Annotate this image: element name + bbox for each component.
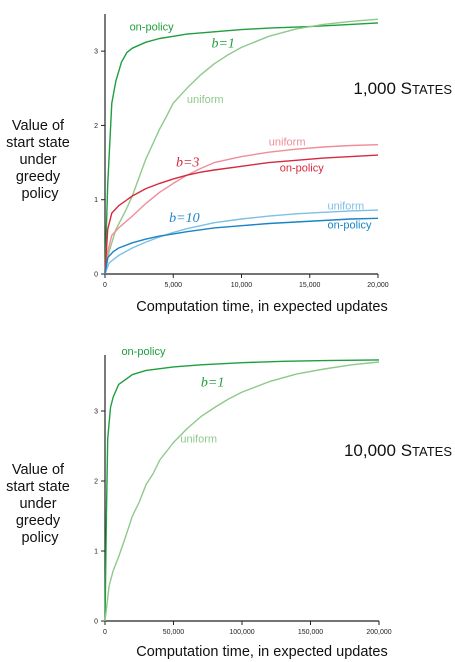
panel-label-1000-states: 1,000 STATES <box>353 79 452 98</box>
y-axis-label: Value of start state under greedy policy <box>6 462 74 546</box>
x-tick-label: 5,000 <box>164 282 182 289</box>
series-group <box>104 359 380 622</box>
x-tick-label: 0 <box>103 629 107 636</box>
panel-label-10000-states: 10,000 STATES <box>344 441 452 460</box>
branching-label: b=3 <box>176 155 199 170</box>
series-label-on-policy-b3: on-policy <box>280 162 325 174</box>
ticks-group: 0 5,000 10,000 15,000 20,000 0 1 2 3 <box>94 49 389 289</box>
x-tick-label: 0 <box>103 282 107 289</box>
y-tick-label: 3 <box>94 49 98 56</box>
x-tick-label: 15,000 <box>299 282 321 289</box>
series-line-uniform-b1 <box>104 18 379 275</box>
x-tick-label: 150,000 <box>298 629 323 636</box>
ticks-group: 0 50,000 100,000 150,000 200,000 0 1 2 3 <box>94 409 392 637</box>
branching-label: b=10 <box>169 211 199 226</box>
series-line-on-policy-b3 <box>104 154 379 275</box>
series-label-uniform-b1: uniform <box>180 434 217 446</box>
y-axis-label: Value of start state under greedy policy <box>6 118 74 202</box>
series-labels-group: on-policy uniform b=1 <box>121 346 224 446</box>
x-axis-label: Computation time, in expected updates <box>136 299 387 315</box>
branching-label: b=1 <box>201 376 224 391</box>
series-line-uniform-b10 <box>104 209 379 275</box>
series-line-on-policy-b1 <box>104 22 379 275</box>
series-labels-group: on-policy uniform uniform on-policy uniform o… <box>130 21 372 231</box>
series-label-on-policy-b1: on-policy <box>121 346 166 358</box>
series-line-on-policy-b1 <box>104 359 380 622</box>
series-group <box>104 18 379 275</box>
x-tick-label: 200,000 <box>366 629 391 636</box>
chart-panel-10000-states: 0 50,000 100,000 150,000 200,000 0 1 2 3 on-poli… <box>6 346 452 660</box>
series-label-uniform-b10: uniform <box>327 200 364 212</box>
series-label-on-policy-b10: on-policy <box>327 220 372 232</box>
y-tick-label: 3 <box>94 409 98 416</box>
y-tick-label: 1 <box>94 549 98 556</box>
series-line-on-policy-b10 <box>104 217 379 275</box>
y-tick-label: 1 <box>94 197 98 204</box>
y-tick-label: 0 <box>94 272 98 279</box>
y-tick-label: 2 <box>94 123 98 130</box>
y-tick-label: 2 <box>94 479 98 486</box>
chart-panel-1000-states: 0 5,000 10,000 15,000 20,000 0 1 2 3 on-policy un… <box>6 14 452 315</box>
series-label-uniform-b3: uniform <box>269 136 306 148</box>
x-tick-label: 100,000 <box>229 629 254 636</box>
x-tick-label: 50,000 <box>163 629 185 636</box>
series-label-uniform-b1: uniform <box>187 94 224 106</box>
x-axis-label: Computation time, in expected updates <box>136 644 387 660</box>
x-tick-label: 10,000 <box>231 282 253 289</box>
y-tick-label: 0 <box>94 619 98 626</box>
branching-label: b=1 <box>211 36 234 51</box>
series-line-uniform-b1 <box>104 361 380 622</box>
series-label-on-policy-b1: on-policy <box>130 21 175 33</box>
x-tick-label: 20,000 <box>367 282 389 289</box>
